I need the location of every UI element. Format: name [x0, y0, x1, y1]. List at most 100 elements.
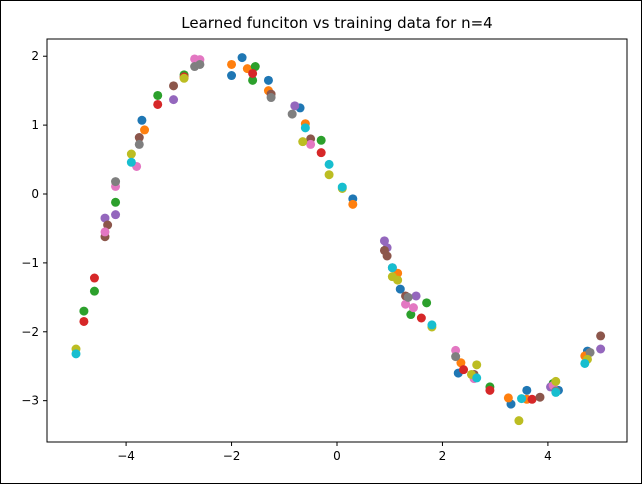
data-point: [153, 99, 163, 109]
data-point: [337, 182, 347, 192]
data-point: [411, 291, 421, 301]
x-tick-label: −4: [117, 449, 135, 463]
data-series: [140, 59, 590, 404]
data-series: [71, 123, 590, 404]
data-point: [403, 292, 413, 302]
data-point: [393, 275, 403, 285]
y-tick-label: 2: [31, 49, 39, 63]
data-point: [485, 385, 495, 395]
data-point: [195, 59, 205, 69]
data-point: [348, 199, 358, 209]
data-point: [472, 373, 482, 383]
data-point: [134, 139, 144, 149]
data-point: [179, 73, 189, 83]
x-axis-ticks: −4 −2 0 2 4: [117, 442, 552, 463]
x-tick-label: 0: [333, 449, 341, 463]
data-point: [111, 210, 121, 220]
data-point: [153, 90, 163, 100]
data-point: [316, 148, 326, 158]
data-point: [514, 416, 524, 426]
data-point: [111, 177, 121, 187]
data-point: [456, 358, 466, 368]
data-point: [596, 344, 606, 354]
data-point: [237, 53, 247, 63]
data-point: [227, 71, 237, 81]
y-axis-ticks: −3 −2 −1 0 1 2: [21, 49, 47, 408]
data-point: [427, 320, 437, 330]
data-point: [227, 59, 237, 69]
data-point: [79, 316, 89, 326]
data-series: [137, 53, 592, 409]
data-series: [100, 54, 558, 391]
data-point: [408, 303, 418, 313]
y-tick-label: 1: [31, 118, 39, 132]
chart-title: Learned funciton vs training data for n=…: [181, 14, 492, 32]
x-tick-label: 4: [544, 449, 552, 463]
data-series: [111, 59, 595, 396]
data-series: [71, 73, 592, 426]
y-tick-label: −2: [21, 325, 39, 339]
y-tick-label: −1: [21, 256, 39, 270]
data-series: [79, 62, 558, 392]
data-point: [451, 345, 461, 355]
data-point: [406, 310, 416, 320]
data-point: [527, 394, 537, 404]
data-point: [551, 387, 561, 397]
data-point: [551, 376, 561, 386]
data-series: [79, 68, 537, 404]
data-point: [300, 123, 310, 133]
data-point: [387, 263, 397, 273]
data-point: [422, 298, 432, 308]
data-point: [248, 68, 258, 78]
data-point: [169, 95, 179, 105]
data-point: [580, 358, 590, 368]
y-tick-label: −3: [21, 394, 39, 408]
data-point: [535, 392, 545, 402]
data-point: [585, 347, 595, 357]
data-point: [126, 149, 136, 159]
data-point: [382, 251, 392, 261]
data-point: [250, 62, 260, 72]
y-tick-label: 0: [31, 187, 39, 201]
data-point: [401, 299, 411, 309]
plot-frame: [46, 38, 628, 443]
data-series: [100, 81, 606, 402]
data-point: [137, 115, 147, 125]
data-point: [416, 313, 426, 323]
data-point: [290, 101, 300, 111]
data-point: [100, 213, 110, 223]
data-point: [324, 159, 334, 169]
data-point: [100, 227, 110, 237]
data-point: [324, 170, 334, 180]
data-point: [287, 109, 297, 119]
x-tick-label: −2: [223, 449, 241, 463]
data-point: [451, 352, 461, 362]
data-point: [263, 75, 273, 85]
data-point: [596, 331, 606, 341]
data-point: [298, 137, 308, 147]
data-point: [134, 133, 144, 143]
data-point: [306, 139, 316, 149]
data-point: [472, 360, 482, 370]
data-point: [503, 393, 513, 403]
data-point: [140, 125, 150, 135]
data-point: [126, 157, 136, 167]
axes-frame: [46, 38, 628, 443]
data-point: [79, 306, 89, 316]
data-series: [100, 95, 606, 392]
data-point: [169, 81, 179, 91]
data-points: [71, 53, 606, 426]
data-point: [459, 365, 469, 375]
data-point: [316, 135, 326, 145]
data-point: [379, 236, 389, 246]
x-tick-label: 2: [439, 449, 447, 463]
data-point: [522, 385, 532, 395]
data-point: [71, 349, 81, 359]
data-point: [266, 93, 276, 103]
data-point: [89, 273, 99, 283]
data-point: [103, 220, 113, 230]
data-point: [395, 284, 405, 294]
data-point: [111, 197, 121, 207]
